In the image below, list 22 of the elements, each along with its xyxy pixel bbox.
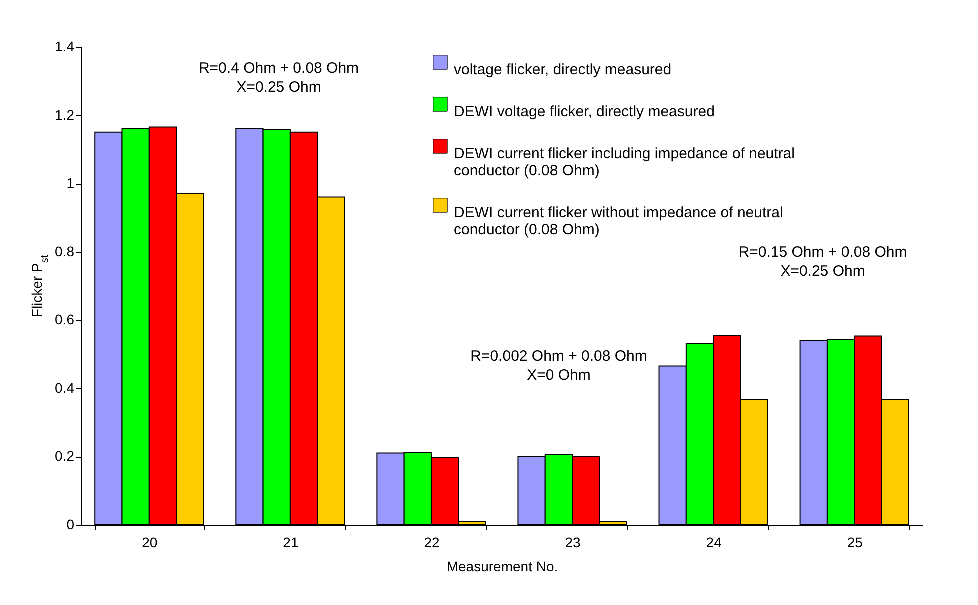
x-tick-label: 21 xyxy=(283,534,299,550)
annotation: R=0.4 Ohm + 0.08 Ohm X=0.25 Ohm xyxy=(198,60,360,96)
legend-label: DEWI voltage flicker, directly measured xyxy=(454,104,715,120)
legend-label: DEWI current flicker without impedance of neutral conductor (0.08 Ohm) xyxy=(454,204,784,238)
y-tick-label: 1.4 xyxy=(55,38,75,54)
x-tick-label: 25 xyxy=(847,534,864,550)
x-axis-title: Measurement No. xyxy=(446,558,558,574)
x-tick-label: 22 xyxy=(424,534,440,550)
y-tick-label: 1 xyxy=(66,175,75,192)
y-tick-label: 0.6 xyxy=(55,312,75,328)
y-tick-label: 0 xyxy=(66,516,75,532)
y-tick-label: 0.4 xyxy=(55,380,75,396)
x-tick-label: 20 xyxy=(142,534,158,550)
legend-label: DEWI current flicker including impedance of neutral conductor (0.08 Ohm) xyxy=(454,146,795,180)
y-tick-label: 0.8 xyxy=(55,243,75,260)
legend-label: voltage flicker, directly measured xyxy=(454,62,672,78)
y-tick-label: 1.2 xyxy=(55,106,75,123)
x-tick-label: 23 xyxy=(565,534,582,550)
x-tick-label: 24 xyxy=(706,534,722,550)
y-tick-label: 0.2 xyxy=(55,448,75,464)
annotation: R=0.15 Ohm + 0.08 Ohm X=0.25 Ohm xyxy=(738,244,908,280)
annotation: R=0.002 Ohm + 0.08 Ohm X=0 Ohm xyxy=(470,348,648,384)
